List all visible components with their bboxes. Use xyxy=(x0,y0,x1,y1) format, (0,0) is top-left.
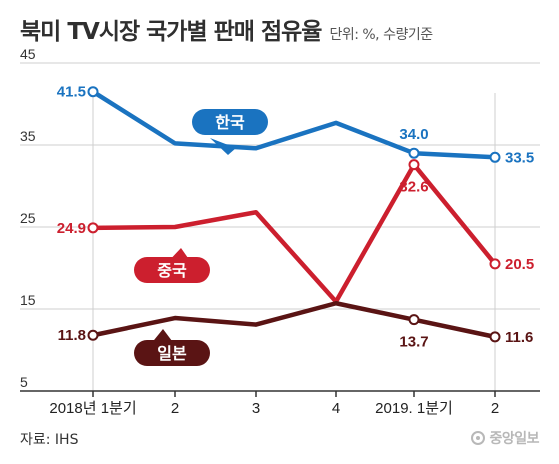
title-block: 북미 TV시장 국가별 판매 점유율 단위: %, 수량기준 xyxy=(20,12,433,46)
data-label-korea-5: 33.5 xyxy=(505,149,534,166)
series-line-japan xyxy=(90,301,498,340)
x-tick-label-1: 2 xyxy=(171,400,179,417)
x-tick-label-3: 4 xyxy=(332,400,340,417)
data-label-china-4: 32.6 xyxy=(399,179,428,196)
point-japan-4 xyxy=(408,314,420,326)
data-label-japan-0: 11.8 xyxy=(58,327,86,344)
x-tick-label-4: 2019. 1분기 xyxy=(375,400,453,417)
data-label-china-0: 24.9 xyxy=(57,220,86,237)
series-name-japan: 일본 xyxy=(157,345,187,363)
point-japan-5 xyxy=(489,331,501,343)
data-label-korea-4: 34.0 xyxy=(399,126,428,143)
x-tick-label-2: 3 xyxy=(252,400,260,417)
series-layer xyxy=(87,86,501,343)
point-korea-5 xyxy=(489,151,501,163)
y-tick-label-5: 5 xyxy=(20,374,28,390)
data-label-japan-4: 13.7 xyxy=(399,334,428,351)
label-layer: 41.5 34.0 33.5 한국 24.9 32.6 20.5 중국 11.8 13.7 11.6… xyxy=(57,84,534,366)
y-tick-label-35: 35 xyxy=(20,128,36,144)
point-china-5 xyxy=(489,258,501,270)
series-name-china: 중국 xyxy=(157,262,187,280)
badge-tail-korea xyxy=(210,138,236,155)
data-label-korea-0: 41.5 xyxy=(57,84,86,101)
x-tick-label-5: 2 xyxy=(491,400,499,417)
logo-text: 중앙일보 xyxy=(489,431,539,447)
x-tick-label-0: 2018년 1분기 xyxy=(49,400,136,417)
y-tick-label-25: 25 xyxy=(20,210,36,226)
series-line-china xyxy=(90,162,498,304)
chart-subtitle: 단위: %, 수량기준 xyxy=(329,27,433,43)
data-label-japan-5: 11.6 xyxy=(505,329,533,346)
series-badge-korea xyxy=(192,109,268,135)
y-tick-label-45: 45 xyxy=(20,46,36,62)
series-name-korea: 한국 xyxy=(215,113,245,132)
series-badge-china xyxy=(134,257,210,283)
series-line-korea xyxy=(90,89,498,160)
y-tick-label-15: 15 xyxy=(20,292,36,308)
point-china-0 xyxy=(87,222,99,234)
point-china-4 xyxy=(408,159,420,171)
point-korea-0 xyxy=(87,86,99,98)
point-japan-0 xyxy=(87,329,99,341)
publisher-logo: 중앙일보 xyxy=(471,428,539,448)
series-badge-japan xyxy=(134,340,210,366)
source-note: 자료: IHS xyxy=(20,432,79,448)
logo-icon xyxy=(471,431,486,445)
point-korea-4 xyxy=(408,147,420,159)
axis-layer: 5 15 25 35 45 2018년 1분기 2 3 4 2019. 1분기 2 xyxy=(20,46,540,417)
data-label-china-5: 20.5 xyxy=(505,256,534,273)
chart-title: 북미 TV시장 국가별 판매 점유율 xyxy=(20,19,322,45)
